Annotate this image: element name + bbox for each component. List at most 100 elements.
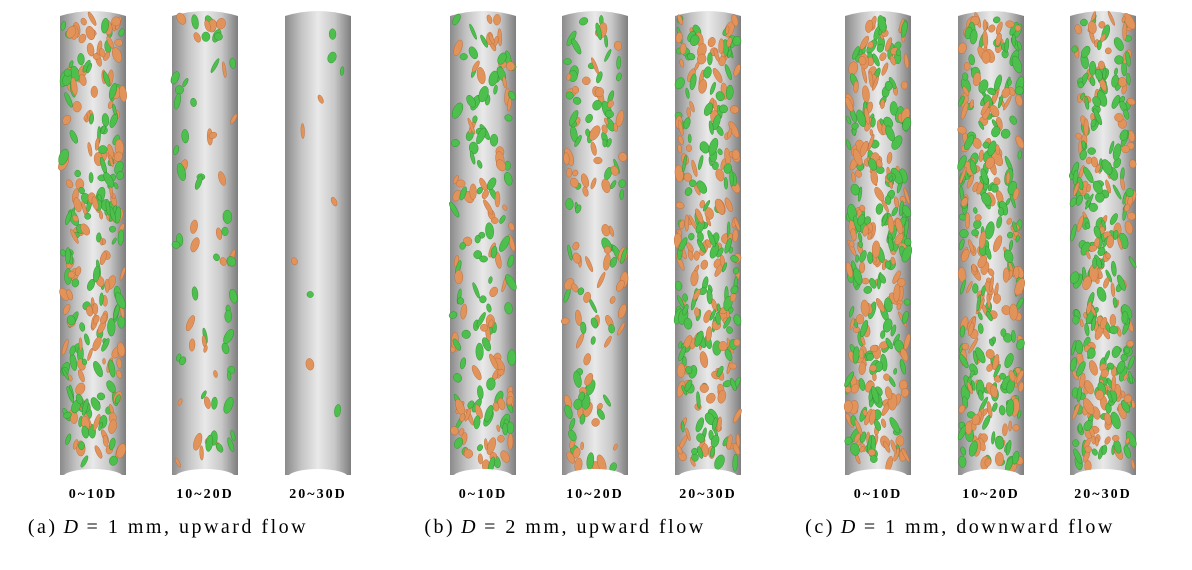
caption-label: (b) <box>424 516 455 538</box>
vortex-structure <box>1087 147 1095 155</box>
panel: 0~10D10~20D20~30D(a)D= 1 mm, upward flow <box>28 11 351 538</box>
vortex-structure <box>962 73 968 81</box>
vortex-structure <box>983 19 987 31</box>
tube <box>561 11 630 485</box>
panel: 0~10D10~20D20~30D(b)D= 2 mm, upward flow <box>424 11 743 538</box>
vortex-structure <box>901 81 908 89</box>
vortex-structure <box>502 423 508 435</box>
vortex-structure <box>859 349 865 359</box>
vortex-structure <box>593 157 602 164</box>
vortex-structure <box>1095 437 1098 446</box>
tube-opening <box>63 469 123 485</box>
vortex-structure <box>1078 82 1084 89</box>
vortex-structure <box>495 191 500 207</box>
panel-caption: (a)D= 1 mm, upward flow <box>28 516 308 538</box>
figure: 0~10D 10~20D 20~30D (a)D= 1 mm, upward flow… <box>0 0 1192 570</box>
vortex-structure <box>491 218 498 224</box>
vortex-structure <box>1089 61 1096 76</box>
vortex-structure <box>91 86 98 98</box>
tube <box>56 11 128 485</box>
vortex-structure <box>105 279 110 293</box>
vortex-structure <box>73 101 82 112</box>
tube-opening <box>288 469 348 485</box>
vortex-structure <box>479 256 487 263</box>
vortex-structure <box>580 442 584 450</box>
vortex-structure <box>733 267 739 274</box>
vortex-structure <box>845 386 852 393</box>
vortex-structure <box>1084 119 1089 137</box>
caption-label: (c) <box>805 516 835 538</box>
vortex-structure <box>1072 316 1079 325</box>
vortex-structure <box>862 278 870 285</box>
vortex-structure <box>189 339 195 352</box>
vortex-structure <box>1092 258 1096 269</box>
vortex-structure <box>995 452 1004 466</box>
vortex-structure <box>202 32 210 42</box>
vortex-structure <box>1110 314 1116 326</box>
panel-caption: (b)D = 2 mm, upward flow <box>424 516 705 538</box>
vortex-structure <box>329 29 336 40</box>
vortex-structure <box>89 172 93 183</box>
tube <box>169 11 238 485</box>
vortex-structure <box>456 180 465 187</box>
vortex-structure <box>734 339 741 347</box>
vortex-structure <box>1011 330 1015 343</box>
vortex-structure <box>455 270 463 284</box>
vortex-structure <box>972 283 978 293</box>
vortex-structure <box>225 310 232 323</box>
vortex-structure <box>460 53 468 60</box>
caption-label: (a) <box>28 516 58 538</box>
vortex-structure <box>867 252 873 264</box>
tube <box>1068 10 1138 485</box>
vortex-structure <box>964 62 970 70</box>
tube-label: 10~20D <box>176 487 233 502</box>
tube-label: 10~20D <box>962 487 1019 502</box>
tube-opening <box>175 469 235 485</box>
vortex-structure <box>962 343 969 350</box>
vortex-structure <box>1072 46 1078 53</box>
tube-opening <box>565 469 625 485</box>
vortex-structure <box>1003 268 1009 283</box>
vortex-structure <box>508 433 513 449</box>
tube-opening <box>1073 469 1133 485</box>
caption-variable: D <box>63 516 81 538</box>
vortex-structure <box>998 207 1004 216</box>
vortex-structure <box>603 139 608 147</box>
tube-label: 20~30D <box>679 487 736 502</box>
vortex-structure <box>1120 354 1127 362</box>
vortex-structure <box>1013 266 1019 278</box>
vortex-structure <box>65 247 70 264</box>
tube <box>843 11 914 485</box>
panel: 0~10D 10~20D 20~30D (c)D= 1 mm, downward fl… <box>805 10 1138 538</box>
vortex-structure <box>102 358 105 364</box>
vortex-structure <box>1122 22 1127 40</box>
vortex-structure <box>869 365 876 372</box>
vortex-structure <box>700 384 709 393</box>
vortex-structure <box>694 251 700 261</box>
vortex-structure <box>563 58 571 65</box>
vortex-structure <box>470 184 477 200</box>
caption-variable: D <box>460 516 478 538</box>
vortex-structure <box>79 338 83 351</box>
vortex-structure <box>1121 145 1129 153</box>
tube-label: 20~30D <box>1074 487 1131 502</box>
tube-opening <box>678 469 738 485</box>
vortex-structure <box>93 303 98 315</box>
vortex-structure <box>844 400 853 413</box>
vortex-structure <box>688 134 692 143</box>
tube-opening <box>961 469 1021 485</box>
caption-text: = 2 mm, upward flow <box>484 516 706 538</box>
tube <box>672 11 743 485</box>
panel-caption: (c)D= 1 mm, downward flow <box>805 516 1115 538</box>
vortex-structure <box>707 52 712 65</box>
tube-opening <box>453 469 513 485</box>
tube-label: 0~10D <box>459 487 507 502</box>
vortex-structure <box>307 291 314 298</box>
vortex-structure <box>965 212 970 229</box>
vortex-structure <box>685 215 689 232</box>
vortex-structure <box>109 226 116 233</box>
vortex-structure <box>507 422 514 434</box>
vortex-structure <box>982 51 991 64</box>
vortex-structure <box>619 180 626 188</box>
tube-label: 0~10D <box>854 487 902 502</box>
